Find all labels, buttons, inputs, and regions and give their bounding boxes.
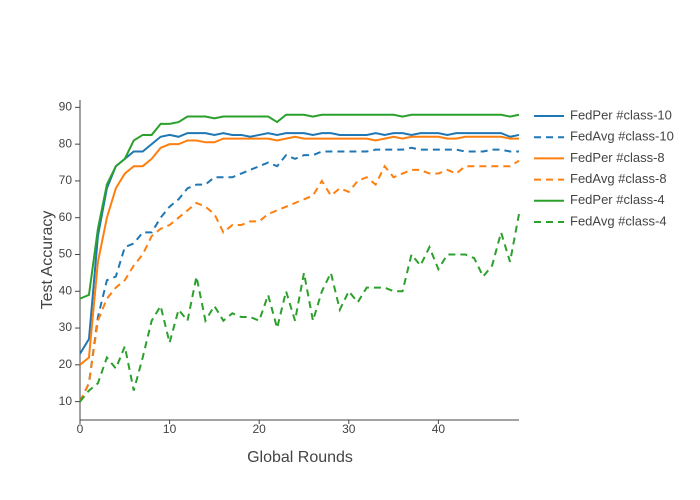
y-tick-label: 20 [59,357,73,371]
x-tick-label: 0 [77,422,84,436]
y-tick-label: 70 [59,173,73,187]
series-line [79,132,520,355]
series-line [79,146,519,403]
y-tick-label: 60 [59,210,73,224]
x-tick-label: 10 [163,422,177,436]
y-tick-label: 30 [59,320,73,334]
y-tick-label: 80 [59,136,73,150]
x-tick-label: 20 [253,422,267,436]
x-tick-label: 40 [432,422,446,436]
series-line [79,159,520,403]
legend-label: FedPer #class-4 [570,192,665,207]
y-tick-label: 10 [59,394,73,408]
legend-label: FedAvg #class-8 [570,171,667,186]
legend-label: FedAvg #class-10 [570,129,674,144]
x-tick-label: 30 [342,422,356,436]
x-axis-title: Global Rounds [247,449,353,466]
y-axis-title: Test Accuracy [39,211,56,310]
y-tick-label: 90 [59,100,73,114]
legend-label: FedPer #class-8 [570,150,665,165]
series-line [79,113,520,300]
y-tick-label: 50 [59,247,73,261]
legend-label: FedAvg #class-4 [570,213,667,228]
series-line [79,135,519,366]
legend-label: FedPer #class-10 [570,107,672,122]
series-line [79,213,520,403]
y-tick-label: 40 [59,283,73,297]
